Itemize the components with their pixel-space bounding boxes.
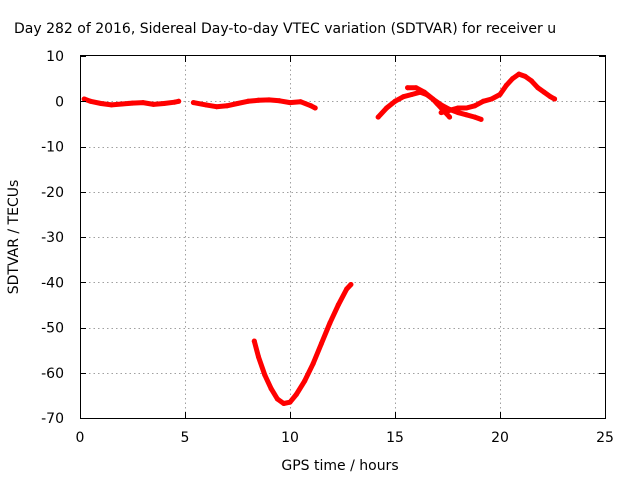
data-point — [151, 101, 156, 107]
data-point — [552, 96, 558, 102]
data-point — [203, 102, 209, 108]
y-tick-label: 0 — [55, 94, 64, 110]
data-point — [413, 85, 419, 91]
data-point — [522, 73, 528, 79]
data-point — [447, 107, 453, 113]
x-tick-label: 0 — [76, 430, 85, 446]
data-point — [266, 97, 272, 103]
x-tick-label: 25 — [596, 430, 614, 446]
data-point — [430, 96, 436, 102]
data-point — [541, 89, 547, 95]
data-point — [190, 100, 196, 106]
data-point — [119, 101, 125, 107]
data-point — [176, 98, 182, 104]
data-point — [235, 101, 240, 106]
data-point — [344, 286, 350, 292]
y-tick-label: -40 — [41, 275, 64, 291]
data-point — [455, 110, 461, 116]
data-point — [547, 94, 553, 100]
x-tick-label: 5 — [181, 430, 190, 446]
data-point — [438, 110, 444, 116]
data-point — [478, 116, 484, 122]
data-point — [310, 361, 316, 367]
data-point — [375, 114, 381, 120]
data-point — [287, 100, 293, 106]
data-point — [161, 101, 167, 106]
data-point — [262, 372, 268, 378]
data-point — [281, 401, 287, 406]
x-tick-label: 10 — [281, 430, 299, 446]
data-point — [298, 99, 303, 105]
data-point — [405, 85, 411, 91]
data-point — [438, 102, 444, 108]
data-point — [319, 340, 324, 346]
x-axis-label: GPS time / hours — [281, 458, 398, 474]
data-point — [384, 105, 390, 111]
data-point — [130, 100, 135, 106]
data-point — [472, 103, 478, 109]
data-point — [140, 100, 146, 106]
y-axis-label: SDTVAR / TECUs — [6, 180, 22, 295]
data-point — [497, 92, 503, 97]
data-point — [293, 392, 299, 397]
data-point — [98, 101, 104, 106]
data-point — [312, 105, 318, 111]
y-tick-label: -50 — [41, 321, 64, 337]
tick-layer: 0 5 10 15 20 25 10 0 -10 -20 -30 -40 -50 -60 -70 — [41, 49, 614, 446]
data-point — [302, 378, 308, 384]
data-point — [489, 96, 495, 102]
data-point — [327, 320, 333, 326]
series-segment-2 — [251, 282, 354, 406]
data-point — [516, 71, 522, 77]
data-point — [245, 98, 251, 104]
y-tick-label: -60 — [41, 366, 64, 382]
y-tick-label: -10 — [41, 140, 64, 156]
y-tick-label: -70 — [41, 411, 64, 427]
data-point — [287, 399, 293, 405]
data-point — [463, 105, 469, 111]
data-point — [535, 85, 541, 91]
series-layer — [81, 71, 558, 406]
data-point — [308, 103, 314, 109]
data-point — [88, 98, 93, 104]
data-point — [400, 94, 406, 100]
data-point — [348, 282, 354, 287]
y-tick-label: -20 — [41, 185, 64, 201]
data-point — [268, 386, 274, 392]
chart-title: Day 282 of 2016, Sidereal Day-to-day VTE… — [14, 21, 556, 37]
data-point — [224, 103, 230, 109]
grid-layer — [80, 56, 605, 418]
data-point — [251, 338, 257, 344]
data-point — [256, 354, 261, 360]
y-tick-label: 10 — [46, 49, 64, 65]
data-point — [463, 112, 469, 118]
data-point — [274, 396, 280, 402]
data-point — [214, 104, 219, 110]
data-point — [172, 99, 177, 105]
data-point — [529, 78, 534, 84]
data-point — [409, 92, 415, 97]
data-point — [277, 98, 282, 104]
data-point — [455, 105, 461, 111]
data-point — [472, 114, 478, 120]
data-point — [503, 82, 509, 88]
data-point — [510, 76, 516, 82]
data-point — [256, 97, 261, 103]
data-point — [109, 102, 114, 108]
data-point — [392, 98, 398, 104]
data-point — [81, 96, 87, 102]
data-point — [421, 89, 427, 95]
x-tick-label: 15 — [386, 430, 404, 446]
data-point — [447, 114, 453, 120]
data-point — [480, 98, 486, 104]
data-point — [335, 302, 341, 308]
y-tick-label: -30 — [41, 230, 64, 246]
x-tick-label: 20 — [491, 430, 509, 446]
series-segment-4 — [405, 85, 484, 122]
